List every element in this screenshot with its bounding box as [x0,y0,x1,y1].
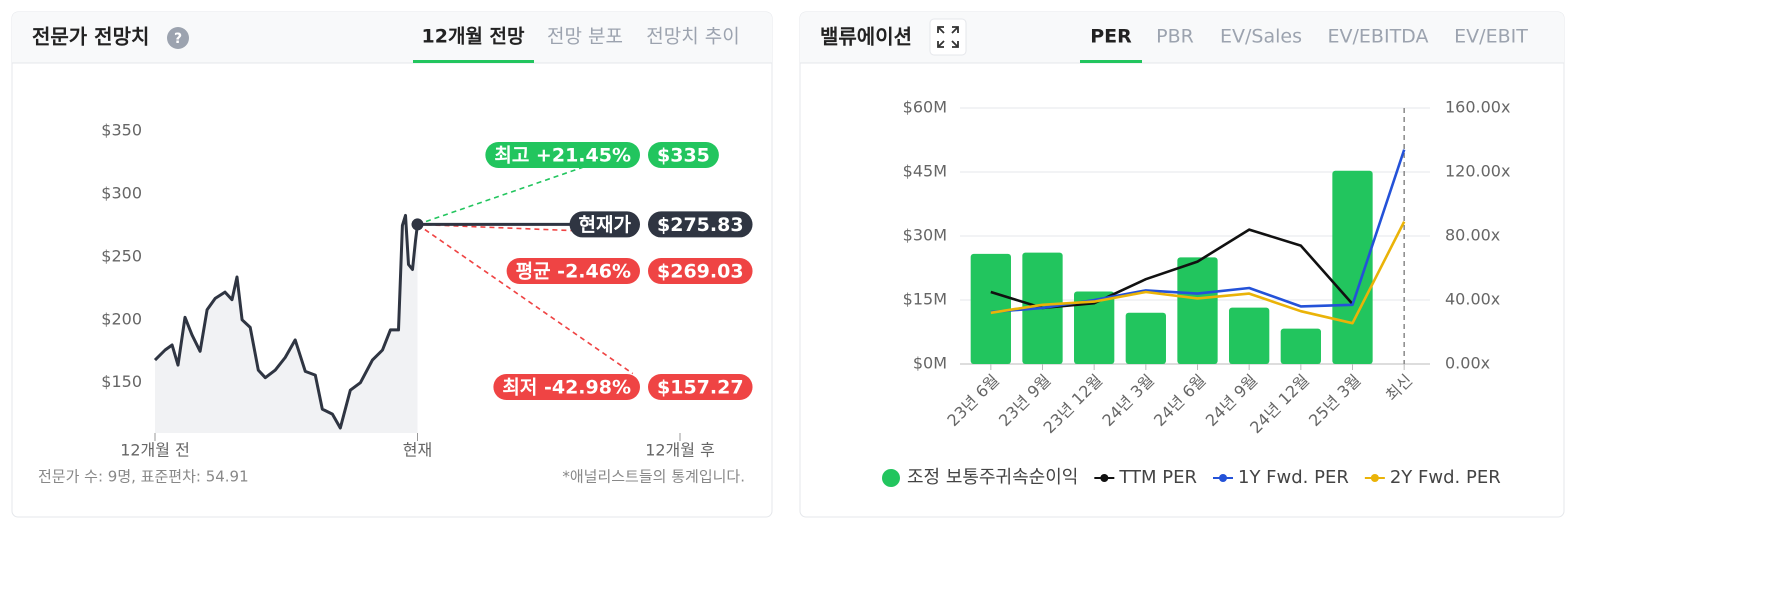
pill [506,258,640,284]
legend-label[interactable]: 1Y Fwd. PER [1238,467,1349,488]
legend-marker [1370,474,1379,482]
pill-text: $269.03 [657,261,744,283]
legend-label[interactable]: TTM PER [1118,467,1197,488]
footer-note: *애널리스트들의 통계입니다. [562,468,745,486]
legend-label[interactable]: 조정 보통주귀속순이익 [907,467,1078,488]
price-line [153,213,419,430]
pill [493,374,640,400]
x-tick-label: 12개월 전 [120,441,190,460]
legend-marker [1219,474,1227,482]
tab[interactable]: EV/Sales [1220,26,1302,48]
y-tick-label: $15M [903,290,947,309]
y-tick-label: $45M [903,162,947,181]
bar [970,253,1011,364]
legend-label[interactable]: 2Y Fwd. PER [1390,467,1501,488]
valuation-header [800,12,1564,63]
pill-text: 현재가 [579,214,632,236]
y-tick-label: $250 [101,246,142,265]
y-tick-label: $300 [101,184,142,203]
y2-tick-label: 80.00x [1445,226,1500,245]
tab[interactable]: EV/EBIT [1454,26,1528,48]
y2-tick-label: 40.00x [1445,290,1500,309]
y-tick-label: $60M [903,98,947,117]
tab[interactable]: 전망치 추이 [646,26,739,48]
bar [1125,312,1166,364]
y-tick-label: $0M [913,354,947,373]
bar [1332,170,1373,364]
pill-text: $335 [657,145,710,167]
pill [485,142,640,168]
x-tick-label: 현재 [403,441,432,460]
help-icon-text[interactable]: ? [174,31,182,47]
panel-title: 전문가 전망치 [32,25,149,49]
bar [1229,307,1270,364]
pill-text: 최저 -42.98% [502,377,631,399]
pill [648,142,719,168]
expand-icon[interactable] [929,18,967,56]
active-tab-underline [413,60,534,63]
forecast-header [12,12,772,63]
y-tick-label: $200 [101,309,142,328]
pill [569,211,640,238]
y-tick-label: $350 [101,121,142,140]
pill-text: 평균 -2.46% [516,261,631,283]
footer-note: 전문가 수: 9명, 표준편차: 54.91 [38,468,249,486]
target-line [417,223,634,375]
legend-marker [1100,474,1109,482]
bar [1280,328,1321,364]
pill [648,211,753,238]
active-tab-underline [1080,60,1142,63]
price-area [155,215,418,433]
legend-marker [882,469,900,487]
y2-tick-label: 0.00x [1445,354,1490,373]
x-tick-label: 12개월 후 [645,441,715,460]
y2-tick-label: 160.00x [1445,98,1510,117]
bar [1177,257,1218,364]
tab[interactable]: PBR [1156,26,1194,48]
pill-text: $275.83 [657,214,744,236]
tab[interactable]: 전망 분포 [547,26,623,48]
current-point [411,218,424,231]
tab[interactable]: 12개월 전망 [422,26,525,48]
pill-text: $157.27 [657,377,744,399]
y2-tick-label: 120.00x [1445,162,1510,181]
y-tick-label: $30M [903,226,947,245]
tab[interactable]: PER [1090,26,1132,48]
series-line [990,221,1406,325]
tab[interactable]: EV/EBITDA [1328,26,1429,48]
pill [648,374,753,400]
panel-title: 밸류에이션 [820,25,912,49]
pill-text: 최고 +21.45% [494,145,631,167]
series-line [990,149,1406,314]
help-icon[interactable] [167,27,189,49]
y-tick-label: $150 [101,372,142,391]
bar [1074,291,1115,364]
pill [648,258,753,284]
